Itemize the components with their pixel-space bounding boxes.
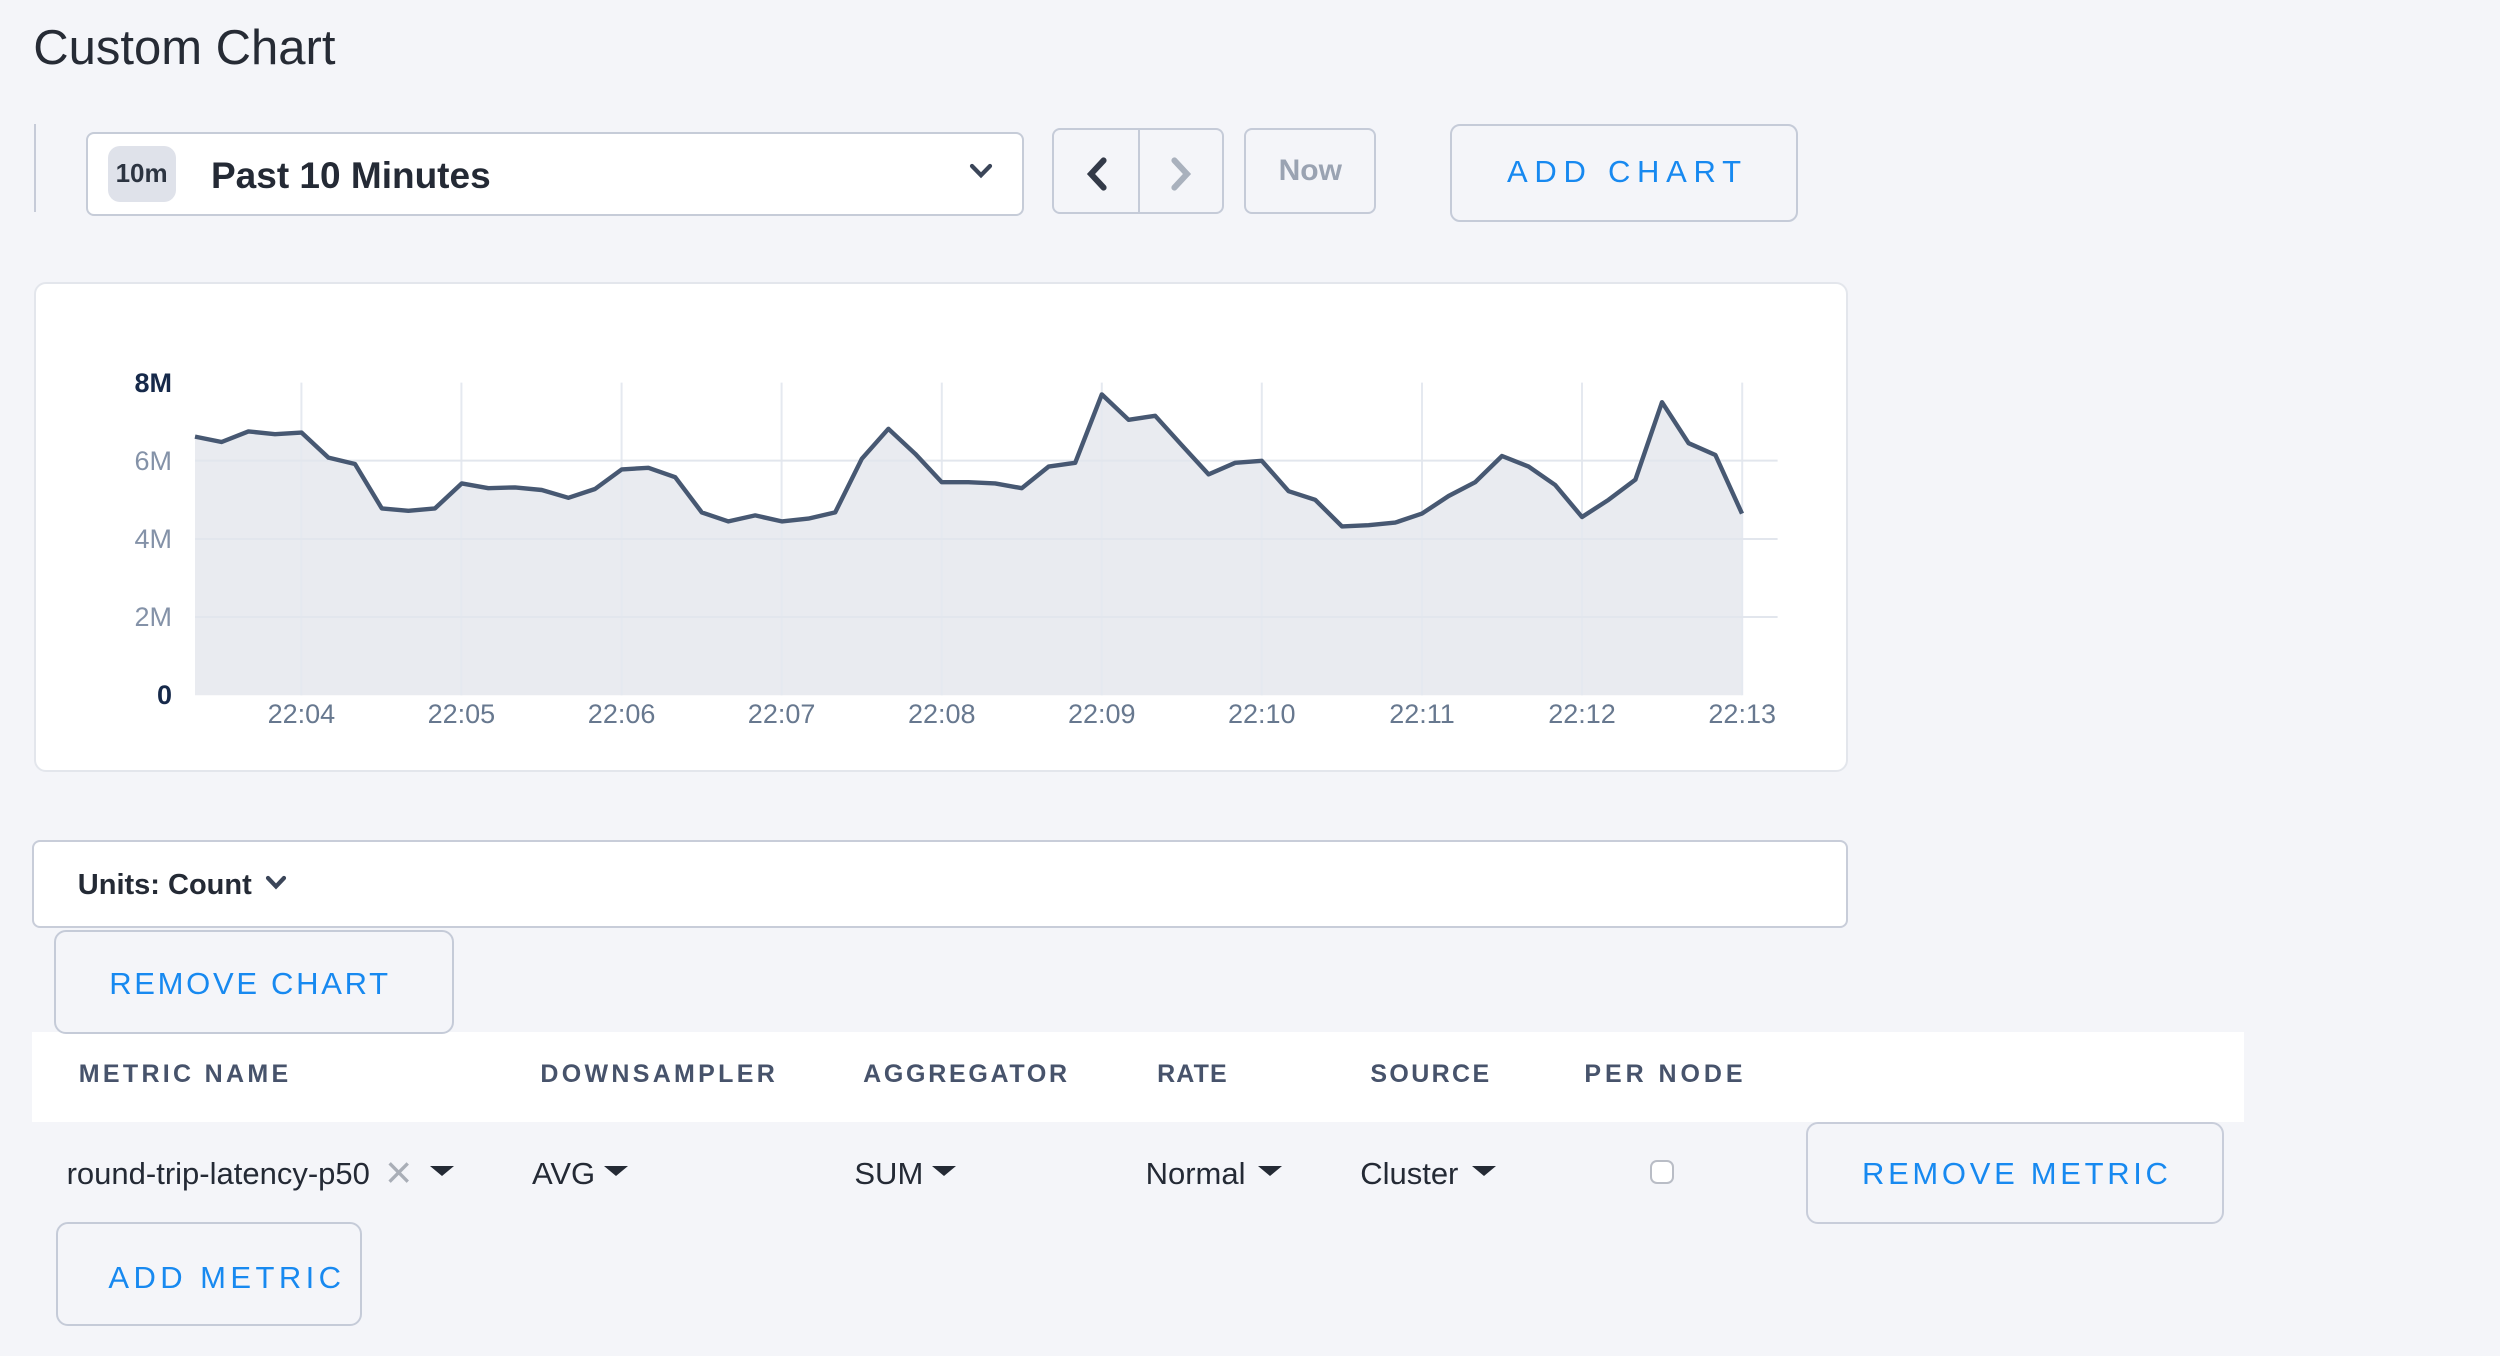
svg-text:22:06: 22:06 bbox=[588, 699, 656, 729]
svg-text:22:12: 22:12 bbox=[1548, 699, 1616, 729]
svg-text:22:04: 22:04 bbox=[268, 699, 336, 729]
svg-text:22:05: 22:05 bbox=[428, 699, 496, 729]
svg-text:22:13: 22:13 bbox=[1708, 699, 1776, 729]
svg-text:22:10: 22:10 bbox=[1228, 699, 1296, 729]
svg-text:6M: 6M bbox=[134, 446, 172, 476]
svg-text:8M: 8M bbox=[134, 368, 172, 398]
svg-text:22:07: 22:07 bbox=[748, 699, 816, 729]
svg-text:22:09: 22:09 bbox=[1068, 699, 1136, 729]
svg-text:4M: 4M bbox=[134, 524, 172, 554]
svg-text:2M: 2M bbox=[134, 602, 172, 632]
svg-text:0: 0 bbox=[157, 680, 172, 710]
svg-text:22:11: 22:11 bbox=[1389, 699, 1455, 729]
svg-text:22:08: 22:08 bbox=[908, 699, 976, 729]
